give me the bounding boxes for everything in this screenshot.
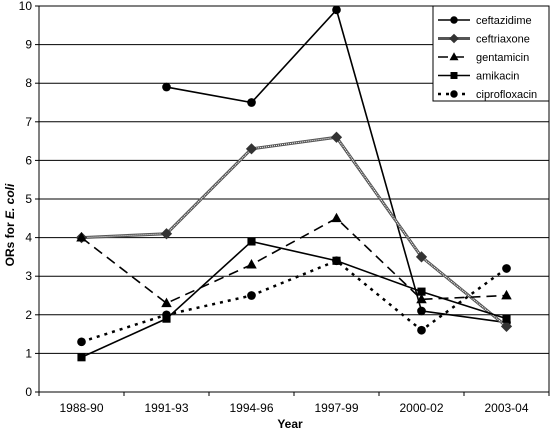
y-tick-label: 6 <box>25 153 32 167</box>
legend-item-amikacin: amikacin <box>438 71 519 83</box>
series-line <box>81 259 508 344</box>
x-tick-label: 1997-99 <box>314 401 358 415</box>
data-point <box>416 293 427 304</box>
series-line <box>81 240 507 358</box>
data-point <box>331 212 342 223</box>
series-line <box>81 217 507 305</box>
x-tick-label: 1991-93 <box>144 401 188 415</box>
y-tick-labels: 0 1 2 3 4 5 6 7 8 9 10 <box>19 0 33 399</box>
data-point <box>76 232 87 242</box>
data-point <box>502 264 511 273</box>
y-axis-label-prefix: ORs for <box>3 219 17 266</box>
legend-item-ciprofloxacin: ciprofloxacin <box>438 89 537 101</box>
legend-label: ceftazidime <box>476 15 532 27</box>
data-point <box>450 90 458 98</box>
data-point <box>162 310 171 320</box>
data-point <box>417 306 426 316</box>
y-tick-label: 0 <box>25 385 32 399</box>
y-tick-label: 8 <box>25 76 32 90</box>
x-tick-label: 2003-04 <box>484 401 528 415</box>
legend-item-gentamicin: gentamicin <box>438 52 529 64</box>
x-tick-label: 1994-96 <box>229 401 273 415</box>
legend-item-ceftriaxone: ceftriaxone <box>438 34 530 46</box>
data-point <box>162 82 171 92</box>
series-ceftriaxone <box>75 131 513 332</box>
data-point <box>161 297 172 308</box>
legend-label: amikacin <box>476 71 519 83</box>
legend-item-ceftazidime: ceftazidime <box>438 15 532 27</box>
data-point <box>502 314 511 323</box>
data-point <box>246 259 257 269</box>
legend: ceftazidime ceftriaxone gentamicin amikacin… <box>432 5 550 102</box>
y-tick-label: 10 <box>19 0 33 13</box>
data-point <box>332 256 341 266</box>
x-tick-label: 2000-02 <box>399 401 443 415</box>
data-point <box>417 325 426 335</box>
y-tick-label: 9 <box>25 38 32 52</box>
y-tick-label: 5 <box>25 192 32 206</box>
y-axis-label: ORs for E. coli <box>3 183 17 266</box>
data-point <box>415 251 428 263</box>
y-tick-label: 7 <box>25 115 32 129</box>
data-point <box>449 33 459 44</box>
y-tick-label: 2 <box>25 308 32 322</box>
y-axis-label-organism: E. coli <box>3 183 17 219</box>
x-tick-label: 1988-90 <box>59 401 103 415</box>
x-axis-label: Year <box>277 417 303 431</box>
legend-label: ceftriaxone <box>476 34 530 46</box>
data-point <box>417 287 426 296</box>
data-point <box>450 72 458 79</box>
legend-label: ciprofloxacin <box>476 89 537 101</box>
legend-label: gentamicin <box>476 52 529 64</box>
series-ciprofloxacin <box>77 256 511 347</box>
y-tick-label: 1 <box>25 346 32 360</box>
data-series <box>75 5 513 362</box>
data-point <box>247 237 256 246</box>
data-point <box>247 98 256 107</box>
series-gentamicin <box>76 212 512 308</box>
data-point <box>247 291 256 300</box>
data-point <box>332 5 341 15</box>
data-point <box>245 143 258 155</box>
y-tick-label: 4 <box>25 231 32 245</box>
series-amikacin <box>77 237 511 362</box>
series-line-inner <box>81 136 507 327</box>
data-point <box>500 320 513 332</box>
data-point <box>330 131 343 143</box>
data-point <box>450 16 458 24</box>
data-point <box>501 289 512 300</box>
data-point <box>449 52 459 61</box>
plot-area <box>38 5 550 393</box>
y-tick-label: 3 <box>25 269 32 283</box>
x-tick-labels: 1988-90 1991-93 1994-96 1997-99 2000-02 2003-… <box>38 392 550 415</box>
data-point <box>160 228 173 240</box>
data-point <box>77 353 86 362</box>
data-point <box>77 337 86 347</box>
